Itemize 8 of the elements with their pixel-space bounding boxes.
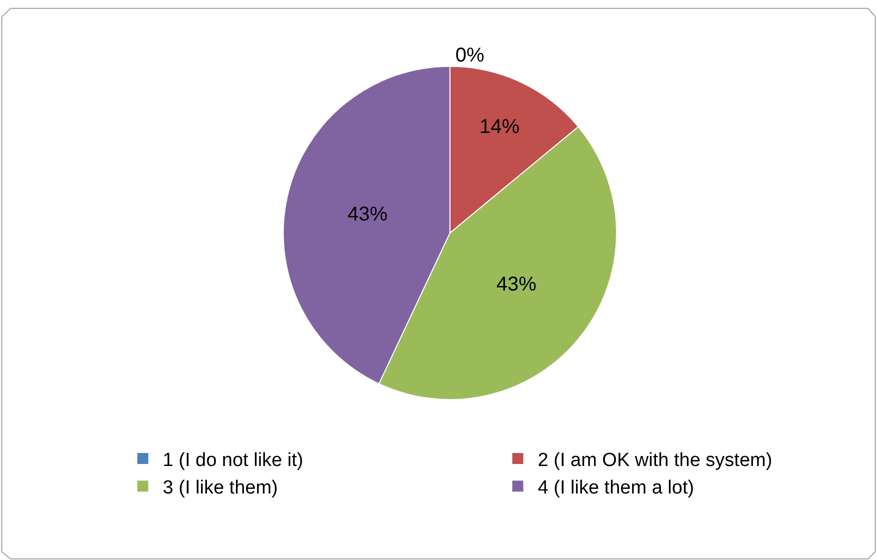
legend-label: 1 (I do not like it) — [162, 450, 304, 471]
data-label: 43% — [347, 204, 388, 226]
legend-label: 4 (I like them a lot) — [538, 478, 694, 499]
legend-label: 3 (I like them) — [162, 478, 278, 499]
legend-label: 2 (I am OK with the system) — [538, 450, 772, 471]
data-label: 43% — [496, 274, 537, 296]
text: 0% — [455, 44, 484, 66]
data-label: 14% — [480, 116, 520, 138]
